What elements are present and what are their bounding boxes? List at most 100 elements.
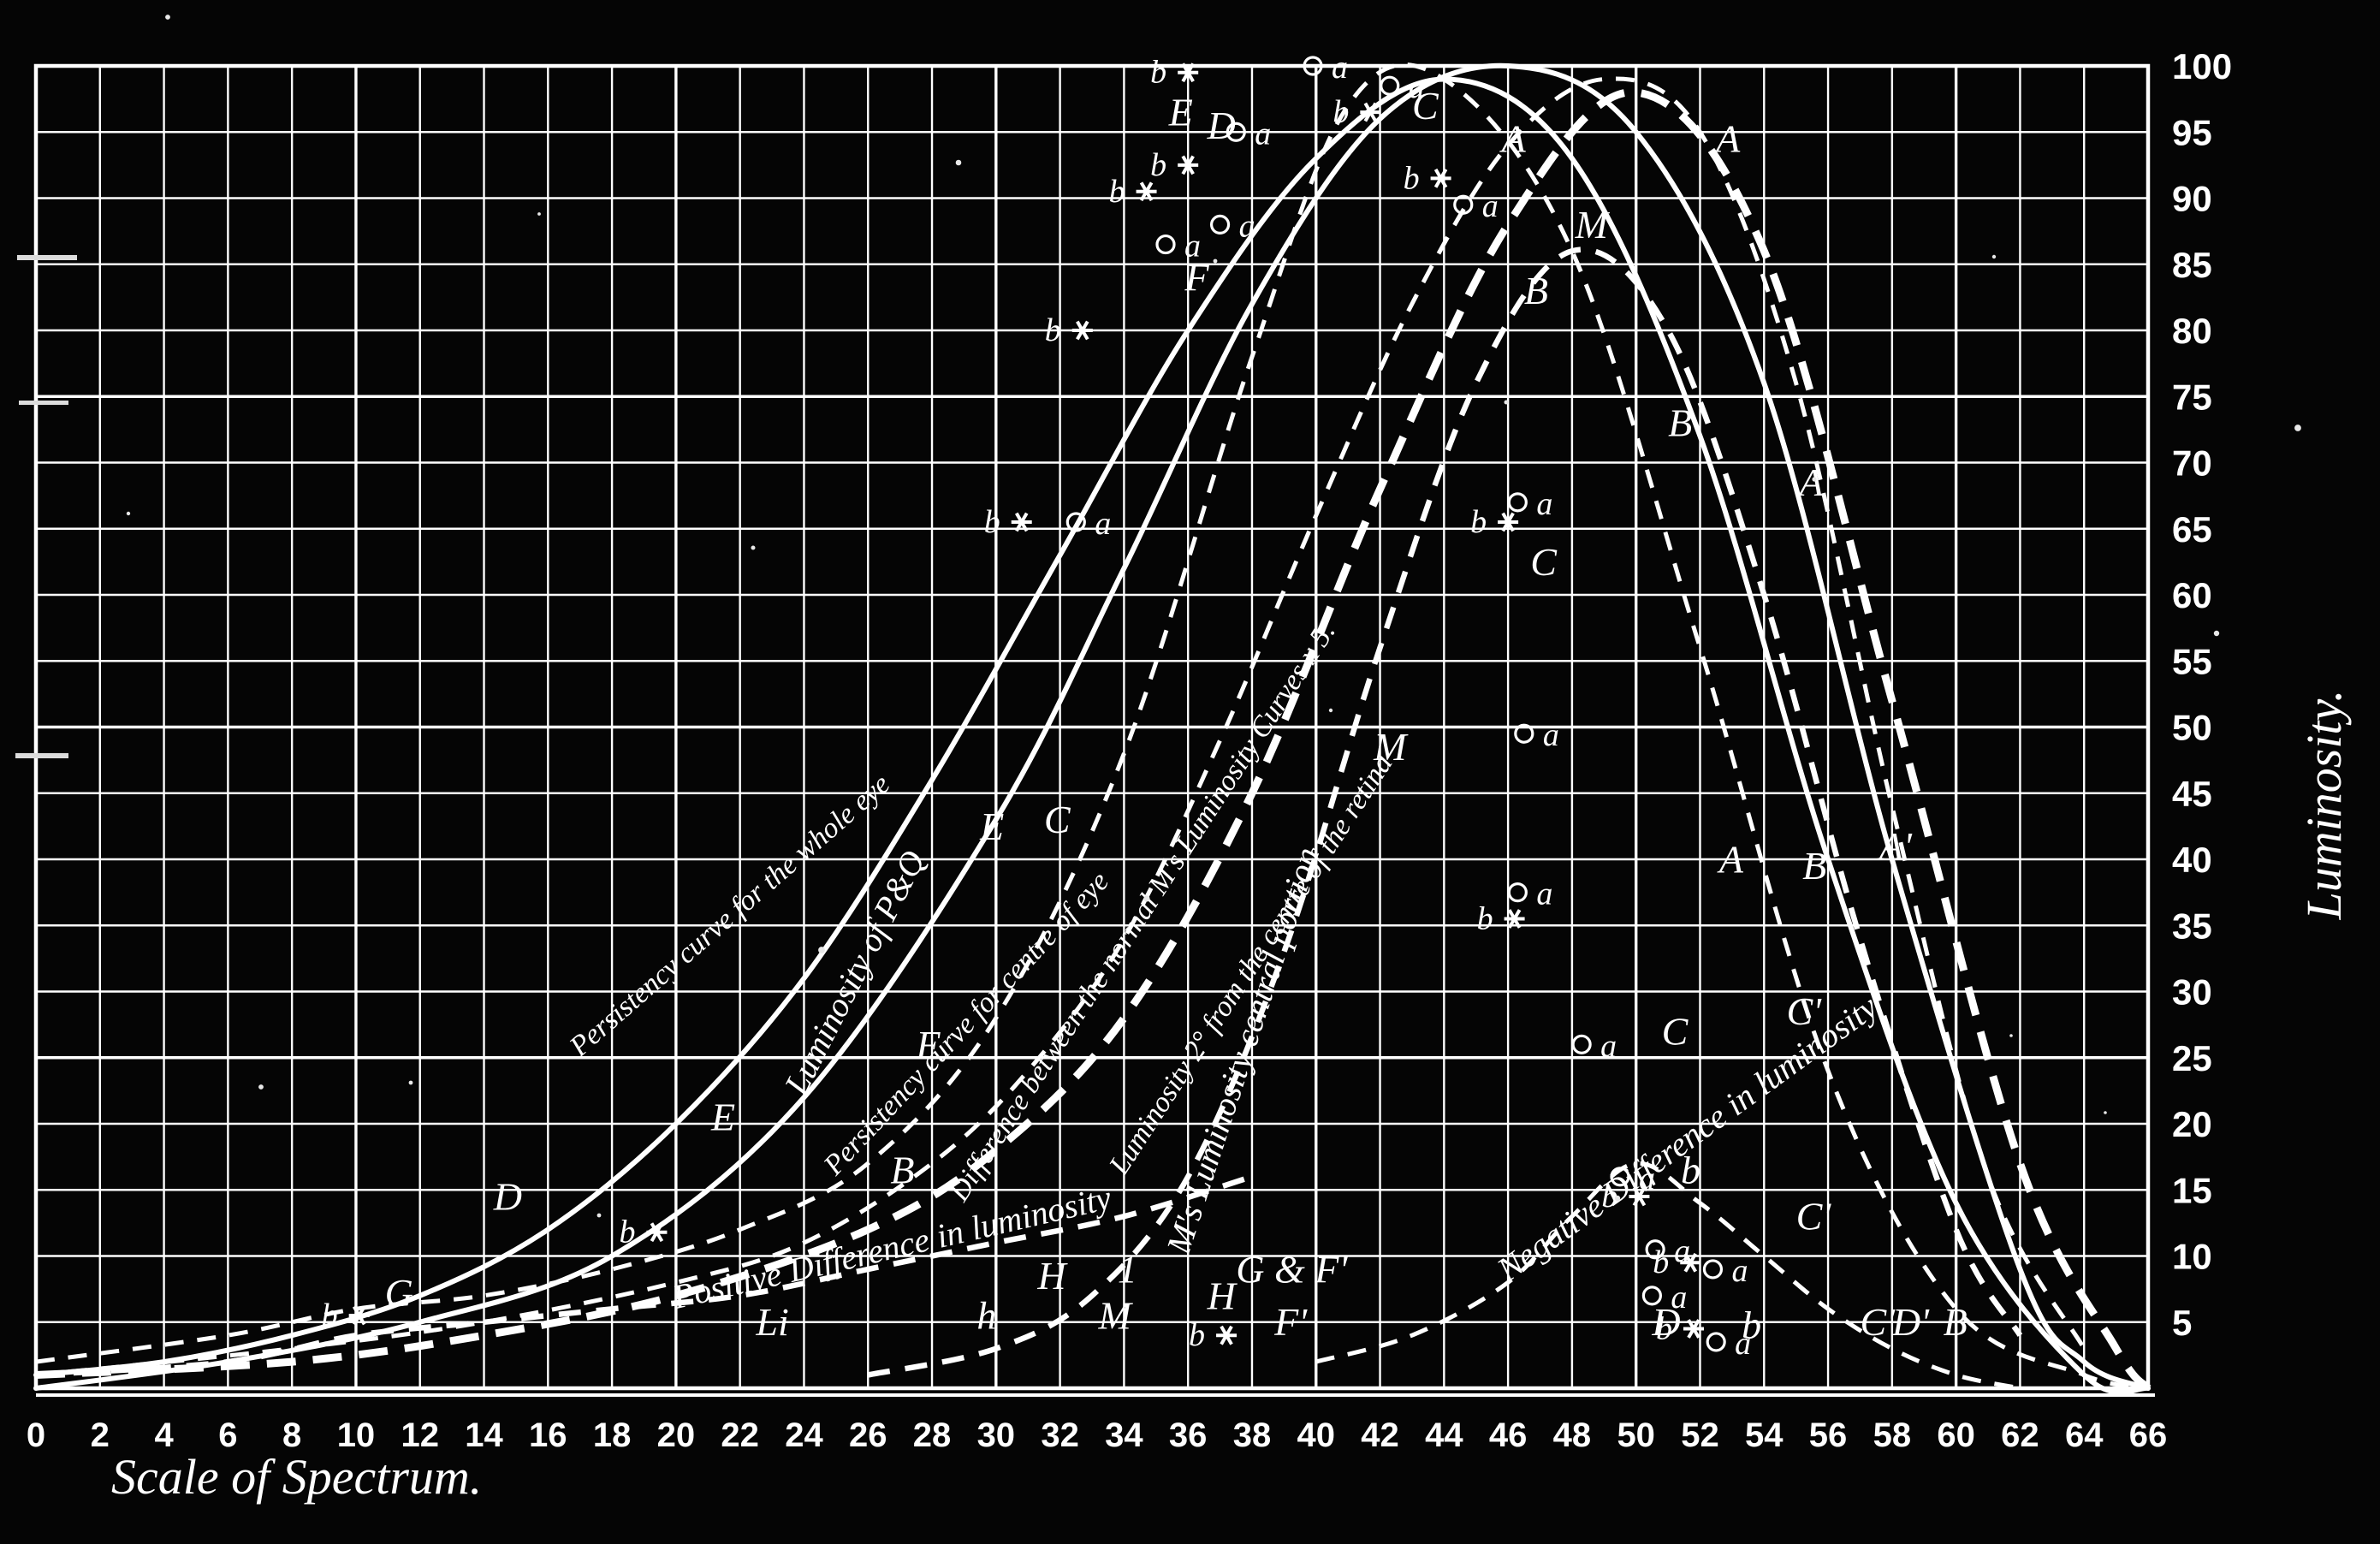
y-tick-label: 65	[2172, 509, 2212, 549]
marker-label: a	[1239, 208, 1255, 244]
y-tick-label: 55	[2172, 641, 2212, 681]
x-axis-title: Scale of Spectrum.	[111, 1449, 482, 1505]
x-tick-label: 44	[1425, 1416, 1463, 1454]
curve-point-letter: D	[493, 1174, 522, 1218]
curve-point-letter: A'	[1877, 824, 1913, 868]
curve-point-letter: H	[1036, 1254, 1068, 1298]
curve-point-letter: b	[1742, 1303, 1761, 1346]
marker-label: a	[1255, 116, 1271, 151]
curve-point-letter: E	[1168, 91, 1193, 134]
x-tick-label: 60	[1937, 1416, 1975, 1454]
x-tick-label: 22	[721, 1416, 759, 1454]
marker-label: a	[1332, 50, 1348, 86]
y-tick-label: 60	[2172, 575, 2212, 615]
marker-label: b	[1477, 901, 1493, 937]
y-tick-label: 45	[2172, 774, 2212, 814]
x-tick-label: 40	[1297, 1416, 1336, 1454]
x-tick-label: 20	[657, 1416, 696, 1454]
y-tick-label: 50	[2172, 708, 2212, 748]
marker-label: b	[1189, 1317, 1205, 1353]
curve-point-letter: C'	[1860, 1300, 1896, 1344]
marker-label: b	[1470, 504, 1487, 540]
marker-label: a	[1095, 506, 1111, 542]
x-tick-label: 30	[977, 1416, 1016, 1454]
marker-label: b	[619, 1214, 635, 1250]
x-tick-label: 58	[1873, 1416, 1912, 1454]
marker-label: b	[1404, 160, 1420, 196]
marker-label: b	[1656, 1310, 1672, 1346]
y-tick-label: 20	[2172, 1104, 2212, 1144]
x-tick-label: 52	[1681, 1416, 1719, 1454]
x-tick-label: 32	[1041, 1416, 1079, 1454]
curve-point-letter: A	[1499, 116, 1527, 160]
curve-point-letter: B	[890, 1149, 914, 1192]
x-tick-label: 42	[1361, 1416, 1399, 1454]
curve-point-letter: E	[710, 1096, 735, 1139]
x-tick-label: 26	[849, 1416, 887, 1454]
x-tick-label: 38	[1233, 1416, 1272, 1454]
curve-point-letter: M	[1575, 203, 1611, 246]
x-tick-label: 18	[593, 1416, 632, 1454]
marker-label: b	[1150, 147, 1166, 183]
y-tick-label: 100	[2172, 46, 2232, 86]
marker-label: a	[1536, 876, 1552, 912]
x-tick-label: 50	[1617, 1416, 1655, 1454]
y-tick-label: 75	[2172, 377, 2212, 417]
marker-label: a	[1731, 1253, 1748, 1289]
x-tick-label: 34	[1105, 1416, 1143, 1454]
y-tick-label: 5	[2172, 1303, 2192, 1343]
plate-scratch	[17, 255, 77, 260]
y-tick-label: 10	[2172, 1237, 2212, 1277]
curve-point-letter: A	[1713, 116, 1741, 160]
x-tick-label: 2	[91, 1416, 110, 1454]
curve-point-letter: E	[979, 805, 1004, 848]
y-tick-label: 40	[2172, 840, 2212, 880]
x-tick-label: 46	[1489, 1416, 1528, 1454]
marker-label: b	[1653, 1244, 1669, 1280]
x-tick-label: 16	[529, 1416, 567, 1454]
plate-scratch	[15, 753, 68, 758]
marker-label: b	[322, 1298, 338, 1333]
y-tick-label: 25	[2172, 1038, 2212, 1078]
y-tick-label: 30	[2172, 972, 2212, 1013]
curve-point-letter: C	[1662, 1009, 1689, 1053]
curve-point-letter: G & F'	[1236, 1247, 1348, 1291]
curve-point-letter: F'	[1273, 1300, 1308, 1344]
curve-point-letter: D'	[1891, 1300, 1930, 1344]
marker-label: a	[1600, 1028, 1617, 1064]
marker-label: a	[1482, 188, 1499, 224]
y-tick-label: 35	[2172, 906, 2212, 946]
curve-point-letter: M	[1097, 1293, 1133, 1337]
curve-point-letter: B	[1944, 1300, 1968, 1344]
curve-point-letter: A	[1796, 460, 1824, 504]
curve-point-letter: B	[1524, 269, 1548, 312]
figure-root: 0 2 4 6 8 10 12 14 16 18 20 22 24 26 28 30 32 34 36 38 40 42 4…	[0, 0, 2380, 1544]
curve-point-letter: h	[976, 1293, 996, 1337]
marker-label: b	[1109, 174, 1125, 210]
curve-point-letter: B	[1668, 401, 1692, 445]
marker-label: a	[1536, 486, 1552, 522]
curve-point-letter: C	[1412, 84, 1439, 128]
curve-point-letter: C	[1530, 540, 1558, 584]
x-tick-label: 56	[1809, 1416, 1848, 1454]
marker-label: b	[1150, 55, 1166, 91]
marker-label: a	[1184, 229, 1201, 264]
x-tick-label: 62	[2001, 1416, 2039, 1454]
y-tick-label: 95	[2172, 112, 2212, 152]
curve-point-letter: B	[1802, 844, 1826, 888]
curve-point-letter: Li	[755, 1300, 788, 1344]
x-tick-label: 28	[913, 1416, 952, 1454]
marker-label: a	[1543, 717, 1559, 753]
spectrum-luminosity-chart: 0 2 4 6 8 10 12 14 16 18 20 22 24 26 28 30 32 34 36 38 40 42 4…	[0, 0, 2380, 1544]
x-tick-label: 54	[1745, 1416, 1784, 1454]
curve-point-letter: C	[1044, 798, 1071, 841]
y-tick-label: 80	[2172, 311, 2212, 351]
x-tick-label: 48	[1553, 1416, 1592, 1454]
y-tick-label: 15	[2172, 1170, 2212, 1210]
curve-point-letter: 1	[1118, 1247, 1137, 1291]
marker-label: b	[984, 504, 1000, 540]
y-tick-label: 90	[2172, 179, 2212, 219]
marker-label: b	[1332, 94, 1349, 130]
curve-point-letter: A	[1717, 837, 1744, 881]
x-tick-label: 0	[27, 1416, 45, 1454]
